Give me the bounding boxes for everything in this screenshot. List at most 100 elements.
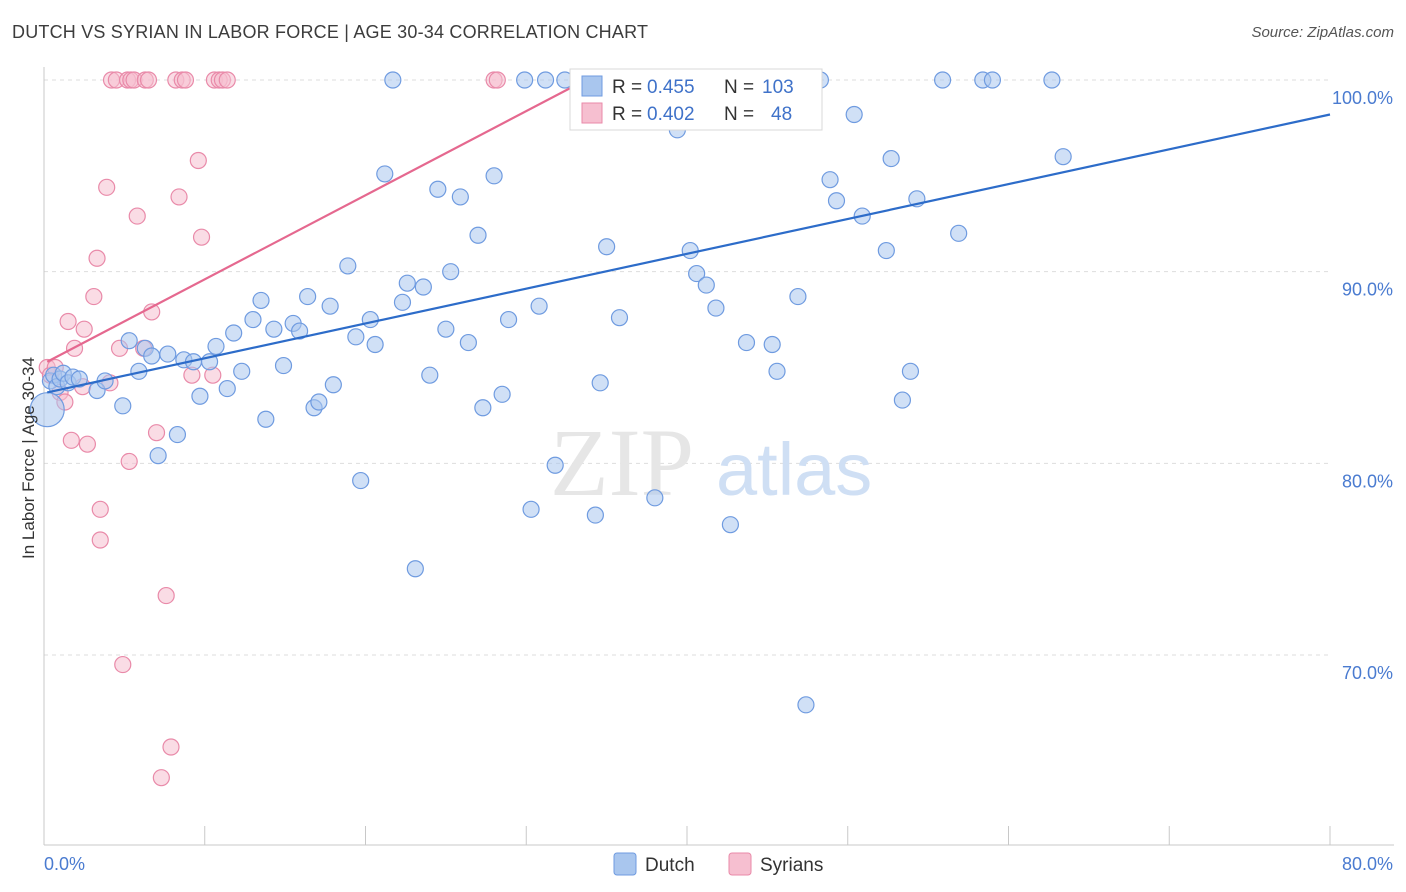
dutch-point xyxy=(737,333,756,352)
dutch-point xyxy=(586,506,604,524)
dutch-point xyxy=(414,278,432,296)
x-tick-label: 0.0% xyxy=(44,854,85,874)
syrians-point xyxy=(91,531,109,549)
dutch-point xyxy=(546,456,564,474)
dutch-point xyxy=(207,337,225,356)
legend-syrians-n-value: 48 xyxy=(771,104,792,125)
syrians-point xyxy=(189,151,207,170)
dutch-point xyxy=(274,356,293,375)
syrians-point xyxy=(147,424,166,442)
dutch-point xyxy=(361,310,379,329)
dutch-trend-line xyxy=(46,113,1331,394)
chart-title: DUTCH VS SYRIAN IN LABOR FORCE | AGE 30-… xyxy=(12,22,649,42)
dutch-point xyxy=(191,387,209,405)
tick-labels: 100.0% 90.0% 80.0% 70.0% 0.0% 80.0% xyxy=(44,88,1393,874)
dutch-point xyxy=(789,287,807,306)
legend-dutch-n-value: 103 xyxy=(762,77,794,98)
dutch-point xyxy=(376,165,394,183)
watermark-zip: ZIP xyxy=(550,409,694,516)
dutch-point xyxy=(339,257,357,275)
dutch-point xyxy=(474,399,492,417)
legend-syrians-n-label: N = xyxy=(724,104,754,125)
dutch-point xyxy=(257,410,275,428)
syrians-point xyxy=(59,312,77,331)
dutch-point xyxy=(290,322,309,340)
dutch-point xyxy=(469,226,487,244)
dutch-point xyxy=(347,328,365,346)
dutch-point xyxy=(950,224,968,242)
legend-dutch-swatch xyxy=(581,75,603,97)
dutch-point xyxy=(252,291,270,310)
dutch-point xyxy=(451,188,469,206)
dutch-point xyxy=(310,393,328,411)
dutch-point xyxy=(768,362,786,380)
dutch-point xyxy=(143,347,161,365)
syrians-point xyxy=(114,655,132,674)
legend-syrians-r-label: R = xyxy=(612,104,642,125)
dutch-point xyxy=(225,324,243,342)
y-tick-label: 90.0% xyxy=(1342,280,1393,300)
dutch-point xyxy=(149,447,167,465)
dutch-point xyxy=(70,370,88,388)
dutch-point xyxy=(29,392,65,428)
dutch-point xyxy=(877,241,895,260)
syrians-point xyxy=(98,178,116,196)
dutch-point xyxy=(530,297,548,315)
dutch-point xyxy=(522,500,540,518)
dutch-point xyxy=(1043,71,1061,89)
syrians-point xyxy=(88,249,106,267)
dutch-point xyxy=(493,385,511,403)
dutch-point xyxy=(233,362,251,380)
dutch-point xyxy=(398,274,416,292)
dutch-point xyxy=(437,320,455,338)
y-axis-label: In Labor Force | Age 30-34 xyxy=(19,357,38,559)
legend-dutch-r-label: R = xyxy=(612,77,642,98)
y-tick-label: 100.0% xyxy=(1332,88,1393,108)
dutch-point xyxy=(459,333,477,352)
y-tick-label: 70.0% xyxy=(1342,663,1393,683)
syrians-point xyxy=(162,738,180,756)
stats-legend: R = 0.455 N = 103 R = 0.402 N = 48 xyxy=(569,68,823,131)
dutch-point xyxy=(421,366,439,384)
dutch-point xyxy=(983,71,1002,89)
axes xyxy=(43,67,1394,846)
dutch-point xyxy=(882,149,900,168)
dutch-point xyxy=(324,376,342,394)
dutch-point xyxy=(516,71,534,89)
dutch-point xyxy=(827,192,846,210)
dutch-point xyxy=(1054,148,1072,166)
trend-lines xyxy=(46,79,1331,394)
watermark-atlas: atlas xyxy=(716,428,872,511)
dutch-point xyxy=(393,293,412,311)
bottom-legend-syrians-swatch xyxy=(728,852,752,876)
syrians-point xyxy=(157,586,175,605)
syrians-point xyxy=(75,320,93,338)
legend-syrians-swatch xyxy=(581,102,603,124)
dutch-point xyxy=(536,71,555,89)
dutch-point xyxy=(893,391,912,409)
dutch-point xyxy=(697,276,715,294)
syrians-point xyxy=(85,287,103,306)
watermark: ZIP atlas xyxy=(550,409,872,516)
dutch-point xyxy=(120,332,138,350)
dutch-point xyxy=(366,335,384,354)
dutch-point xyxy=(299,287,317,306)
dutch-point xyxy=(442,263,460,281)
legend-syrians-r-value: 0.402 xyxy=(647,104,695,125)
dutch-point xyxy=(721,516,740,534)
bottom-legend-syrians: Syrians xyxy=(760,855,823,876)
legend-dutch-n-label: N = xyxy=(724,77,754,98)
dutch-point xyxy=(265,320,283,338)
source-label: Source: ZipAtlas.com xyxy=(1251,24,1394,41)
dutch-point xyxy=(933,71,952,89)
dutch-point xyxy=(168,425,187,444)
dutch-point xyxy=(845,105,863,124)
dutch-point xyxy=(406,560,424,578)
syrians-point xyxy=(152,769,170,787)
syrians-point xyxy=(139,71,158,89)
dutch-points xyxy=(29,71,1072,714)
bottom-legend: Dutch Syrians xyxy=(613,852,823,876)
syrians-point xyxy=(218,71,236,89)
syrians-point xyxy=(120,452,138,471)
dutch-point xyxy=(610,309,629,327)
